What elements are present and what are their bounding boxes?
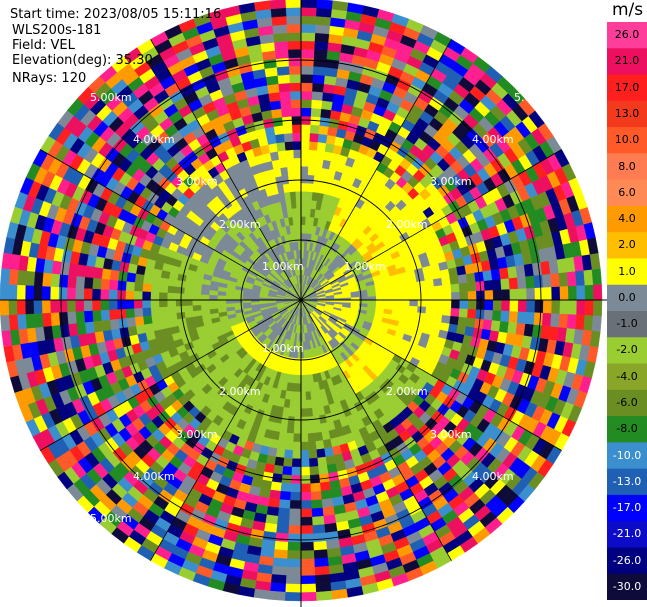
colorbar-tick-label: 13.0	[614, 106, 640, 120]
colorbar-segment	[607, 232, 647, 259]
ring-label-4km-nw: 4.00km	[133, 133, 175, 146]
colorbar-tick-label: -1.0	[616, 317, 638, 331]
velocity-bins	[0, 0, 603, 602]
colorbar-segment	[607, 179, 647, 207]
colorbar-tick-label: -13.0	[612, 474, 642, 488]
colorbar-segment	[607, 337, 647, 365]
colorbar-segment	[607, 205, 647, 233]
colorbar-tick-label: 8.0	[618, 159, 636, 173]
elevation-label: Elevation(deg): 35.30	[12, 53, 153, 68]
colorbar-tick-label: 17.0	[614, 80, 640, 94]
instrument-label: WLS200s-181	[12, 23, 102, 38]
colorbar-tick-label: 4.0	[618, 212, 636, 226]
ring-label-5km-nw: 5.00km	[90, 91, 132, 104]
azimuth-spokes	[40, 39, 562, 561]
colorbar-tick-label: 26.0	[614, 28, 640, 42]
colorbar-tick-label: 0.0	[618, 290, 636, 304]
colorbar-segment	[607, 468, 647, 496]
colorbar-segment	[607, 494, 647, 522]
colorbar-tick-label: 2.0	[618, 238, 636, 252]
colorbar-unit: m/s	[612, 0, 644, 20]
start-time-label: Start time: 2023/08/05 15:11:16	[10, 7, 222, 22]
colorbar-segment	[607, 127, 647, 154]
colorbar-tick-label: -6.0	[616, 395, 638, 409]
ring-label-5km-ne: 5.00km	[514, 91, 556, 104]
ring-label-4km-se: 4.00km	[472, 470, 514, 483]
ring-label-3km-ne: 3.00km	[430, 175, 472, 188]
azimuth-spoke	[300, 39, 452, 301]
azimuth-spoke	[300, 299, 562, 451]
colorbar-segment	[607, 521, 647, 548]
ppi-radar-plot: 1.00km 1.00km 1.00km 2.00km 2.00km 2.00k…	[0, 0, 607, 607]
colorbar-segment	[607, 363, 647, 391]
colorbar-segment	[607, 389, 647, 417]
colorbar-tick-label: 21.0	[614, 54, 640, 68]
velocity-colorbar	[607, 22, 647, 600]
nrays-label: NRays: 120	[12, 71, 87, 86]
azimuth-spoke	[300, 299, 452, 561]
colorbar-segment	[607, 22, 647, 49]
azimuth-spoke	[300, 149, 562, 301]
ring-label-4km-sw: 4.00km	[133, 470, 175, 483]
colorbar-tick-label: 6.0	[618, 185, 636, 199]
ring-label-3km-sw: 3.00km	[176, 428, 218, 441]
ring-label-2km-ne: 2.00km	[386, 218, 428, 231]
colorbar-segment	[607, 258, 647, 286]
colorbar-tick-label: -10.0	[612, 448, 642, 462]
ring-label-2km-nw: 2.00km	[219, 218, 261, 231]
colorbar-segment	[607, 442, 647, 470]
azimuth-spoke	[150, 299, 302, 561]
ring-labels: 1.00km 1.00km 1.00km 2.00km 2.00km 2.00k…	[90, 91, 556, 525]
colorbar-segment	[607, 74, 647, 102]
colorbar-tick-label: -30.0	[612, 579, 642, 593]
azimuth-spoke	[40, 299, 302, 451]
colorbar-segment	[607, 416, 647, 443]
colorbar-tick-label: 10.0	[614, 133, 640, 147]
colorbar-tick-label: -2.0	[616, 343, 638, 357]
ring-label-1km-sw: 1.00km	[262, 342, 304, 355]
colorbar-segment	[607, 311, 647, 338]
field-label: Field: VEL	[12, 38, 75, 53]
ring-label-3km-se: 3.00km	[430, 428, 472, 441]
colorbar-segment	[607, 284, 647, 312]
colorbar-tick-label: -17.0	[612, 501, 642, 515]
ring-label-2km-se: 2.00km	[386, 385, 428, 398]
colorbar-tick-label: -26.0	[612, 553, 642, 567]
colorbar-segment	[607, 547, 647, 575]
ring-label-1km-ne: 1.00km	[344, 260, 386, 273]
colorbar-segment	[607, 100, 647, 128]
azimuth-spoke	[40, 149, 302, 301]
colorbar-tick-label: -4.0	[616, 369, 638, 383]
ring-label-1km-nw: 1.00km	[262, 260, 304, 273]
colorbar-tick-label: -8.0	[616, 422, 638, 436]
colorbar-tick-label: -21.0	[612, 527, 642, 541]
ring-label-3km-nw: 3.00km	[176, 175, 218, 188]
colorbar-segment	[607, 153, 647, 181]
colorbar-segment	[607, 48, 647, 76]
ring-label-5km-sw: 5.00km	[90, 512, 132, 525]
azimuth-spoke	[150, 39, 302, 301]
colorbar-tick-label: 1.0	[618, 264, 636, 278]
colorbar-segment	[607, 573, 647, 600]
ring-label-4km-ne: 4.00km	[472, 133, 514, 146]
ring-label-2km-sw: 2.00km	[219, 385, 261, 398]
